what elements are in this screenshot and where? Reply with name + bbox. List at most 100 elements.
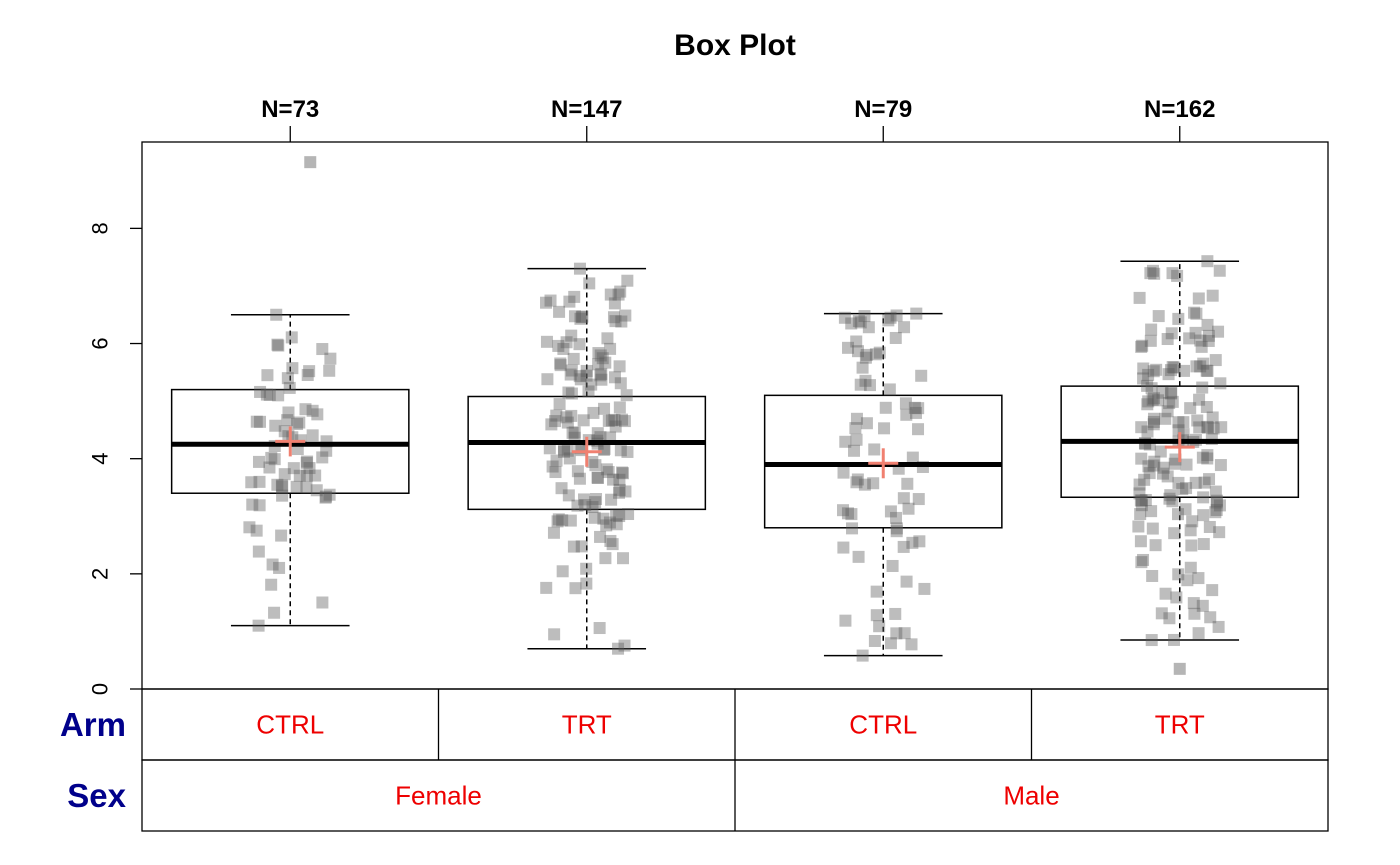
data-point: [272, 389, 285, 402]
data-point: [898, 627, 911, 640]
data-point: [1206, 411, 1219, 424]
data-point: [276, 480, 289, 493]
data-point: [571, 465, 584, 478]
data-point: [245, 476, 258, 489]
data-point: [897, 540, 910, 553]
data-point: [587, 406, 600, 419]
data-point: [597, 512, 610, 525]
data-point: [1142, 368, 1155, 381]
data-point: [560, 336, 573, 349]
data-point: [285, 331, 298, 344]
box: [170, 388, 410, 494]
data-point: [1133, 478, 1146, 491]
data-point: [1204, 611, 1217, 624]
data-point: [1202, 329, 1215, 342]
data-point: [851, 473, 864, 486]
data-point: [252, 545, 265, 558]
data-point: [554, 359, 567, 372]
y-tick-label: 0: [88, 683, 113, 695]
data-point: [266, 558, 279, 571]
data-point: [1171, 269, 1184, 282]
data-point: [600, 463, 613, 476]
data-point: [610, 509, 623, 522]
data-point: [842, 341, 855, 354]
data-point: [253, 499, 266, 512]
data-point: [586, 501, 599, 514]
data-point: [912, 423, 925, 436]
data-point: [1154, 445, 1167, 458]
data-point: [1156, 386, 1169, 399]
data-point: [555, 482, 568, 495]
data-point: [901, 477, 914, 490]
data-point: [1177, 416, 1190, 429]
data-point: [576, 310, 589, 323]
data-point: [613, 510, 626, 523]
data-point: [1168, 527, 1181, 540]
data-point: [1209, 485, 1222, 498]
data-point: [909, 406, 922, 419]
data-point: [607, 311, 620, 324]
data-point: [837, 541, 850, 554]
data-point: [554, 357, 567, 370]
data-point: [1172, 424, 1185, 437]
data-point: [595, 373, 608, 386]
data-point: [592, 358, 605, 371]
data-point: [273, 561, 286, 574]
data-point: [552, 513, 565, 526]
data-point: [604, 288, 617, 301]
data-point: [1145, 634, 1158, 647]
data-point: [614, 377, 627, 390]
data-point: [580, 364, 593, 377]
data-point: [884, 311, 897, 324]
data-point: [1209, 354, 1222, 367]
data-point: [1144, 267, 1157, 280]
data-point: [1133, 291, 1146, 304]
data-point: [846, 522, 859, 535]
data-point: [1147, 415, 1160, 428]
data-point: [1197, 509, 1210, 522]
data-point: [1157, 461, 1170, 474]
data-point: [299, 403, 312, 416]
data-point: [1134, 494, 1147, 507]
data-point: [838, 311, 851, 324]
outlier-point: [1173, 662, 1186, 675]
data-point: [577, 414, 590, 427]
data-point: [1146, 569, 1159, 582]
data-point: [591, 427, 604, 440]
data-point: [1135, 452, 1148, 465]
data-point: [890, 309, 903, 322]
data-point: [281, 372, 294, 385]
data-point: [619, 485, 632, 498]
data-point: [906, 451, 919, 464]
outlier-point: [304, 156, 317, 169]
data-point: [839, 614, 852, 627]
data-point: [870, 609, 883, 622]
data-point: [1202, 334, 1215, 347]
data-point: [558, 443, 571, 456]
data-point: [608, 297, 621, 310]
data-point: [613, 473, 626, 486]
data-point: [316, 596, 329, 609]
table-cell: Male: [1003, 781, 1059, 811]
data-point: [1207, 422, 1220, 435]
data-point: [910, 307, 923, 320]
data-point: [1181, 574, 1194, 587]
data-point: [541, 373, 554, 386]
data-point: [1163, 492, 1176, 505]
data-point: [1161, 470, 1174, 483]
data-point: [1213, 526, 1226, 539]
data-point: [1137, 372, 1150, 385]
data-point: [873, 620, 886, 633]
data-point: [564, 368, 577, 381]
data-point: [1135, 340, 1148, 353]
data-point: [551, 515, 564, 528]
data-point: [870, 585, 883, 598]
data-point: [1206, 584, 1219, 597]
chart-title: Box Plot: [674, 29, 796, 62]
data-point: [589, 459, 602, 472]
data-point: [1166, 267, 1179, 280]
y-tick-label: 4: [88, 453, 113, 465]
data-point: [275, 529, 288, 542]
data-point: [1201, 255, 1214, 268]
data-point: [561, 444, 574, 457]
